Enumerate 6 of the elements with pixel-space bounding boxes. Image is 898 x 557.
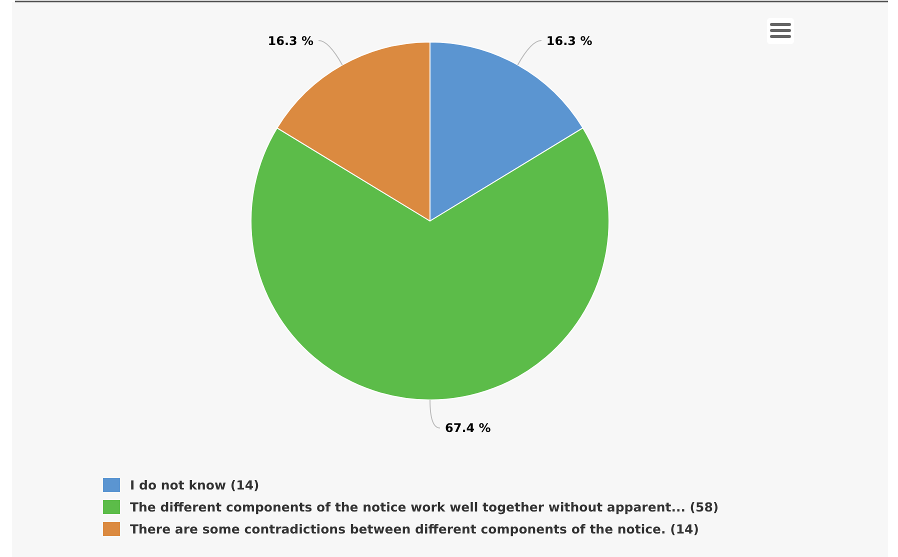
data-label: 67.4 % [445,421,491,436]
legend-label: I do not know (14) [130,477,260,492]
data-label: 16.3 % [268,34,314,48]
legend-label: The different components of the notice work well together without apparent... (58) [130,499,719,514]
data-label: 16.3 % [546,34,592,48]
legend-label: There are some contradictions between different components of the notice. (14) [130,521,699,536]
